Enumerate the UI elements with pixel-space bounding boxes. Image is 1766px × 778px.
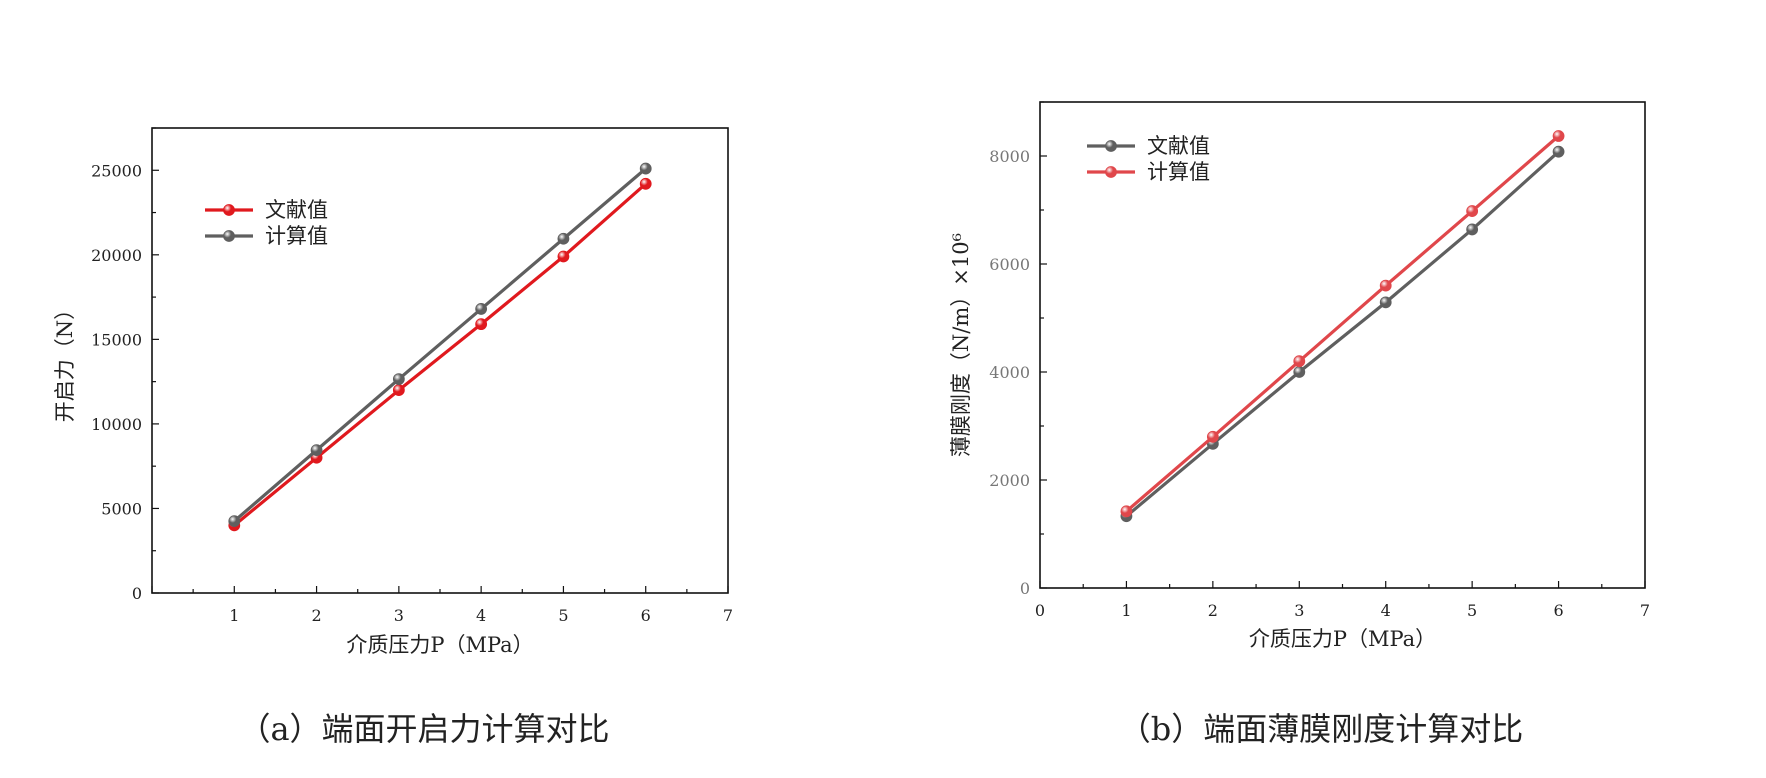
y-tick-label: 10000	[91, 415, 142, 434]
data-point	[1466, 223, 1479, 236]
x-tick-label: 7	[723, 606, 733, 625]
data-point	[1552, 145, 1565, 158]
x-axis-title: 介质压力P（MPa）	[346, 633, 533, 657]
x-tick-label: 5	[1467, 601, 1477, 620]
y-axis-title: 开启力（N）	[53, 299, 77, 422]
x-tick-label: 0	[1035, 601, 1045, 620]
x-tick-label: 4	[1381, 601, 1391, 620]
y-tick-label: 4000	[989, 363, 1030, 382]
data-point	[1379, 296, 1392, 309]
legend-label: 计算值	[265, 224, 328, 248]
series-line-2	[1125, 134, 1560, 513]
y-tick-label: 25000	[91, 161, 142, 180]
x-tick-label: 2	[311, 606, 321, 625]
legend-swatch-marker	[223, 204, 235, 216]
chart-caption: （a）端面开启力计算对比	[238, 710, 609, 748]
data-point	[639, 177, 652, 190]
data-point	[1379, 279, 1392, 292]
x-tick-label: 6	[641, 606, 651, 625]
y-tick-label: 6000	[989, 255, 1030, 274]
data-point	[639, 162, 652, 175]
data-point	[1206, 430, 1219, 443]
chart-b: 0 1 2 3 4 5 6 7 0 2000 4000 6000 8000 介质压力P（MPa） 薄膜刚度（…	[949, 101, 1650, 748]
x-tick-label: 1	[229, 606, 239, 625]
y-tick-label: 2000	[989, 471, 1030, 490]
data-point	[1466, 205, 1479, 217]
data-point	[557, 250, 570, 263]
x-tick-label: 3	[394, 606, 404, 625]
x-tick-label: 7	[1640, 601, 1650, 620]
legend-swatch-marker	[1105, 140, 1117, 152]
y-tick-label: 15000	[91, 330, 142, 349]
x-tick-label: 5	[558, 606, 568, 625]
chart-a: 1 2 3 4 5 6 7 0 5000 10000 15000 20000 25000 介质压力P（MP…	[53, 127, 733, 748]
x-tick-label: 3	[1294, 601, 1304, 620]
y-tick-label: 5000	[101, 499, 142, 518]
data-point	[228, 515, 241, 528]
y-tick-label: 0	[132, 584, 142, 603]
data-point	[1293, 366, 1306, 378]
data-point	[310, 444, 323, 457]
data-point	[475, 303, 488, 315]
data-point	[475, 318, 488, 331]
legend-label: 文献值	[265, 198, 328, 222]
y-tick-label: 20000	[91, 246, 142, 265]
y-tick-label: 0	[1020, 579, 1030, 598]
x-tick-label: 1	[1121, 601, 1131, 620]
legend-swatch-marker	[1105, 166, 1117, 178]
data-point	[392, 373, 405, 386]
series-line-2	[233, 167, 647, 523]
x-axis-title: 介质压力P（MPa）	[1249, 627, 1436, 651]
data-point	[1293, 355, 1306, 368]
series-line-1	[233, 182, 647, 527]
x-tick-label: 2	[1208, 601, 1218, 620]
legend-label: 文献值	[1147, 134, 1210, 158]
y-tick-label: 8000	[989, 147, 1030, 166]
data-point	[1120, 505, 1133, 518]
series-line-1	[1125, 150, 1560, 518]
data-point	[392, 384, 405, 396]
chart-caption: （b）端面薄膜刚度计算对比	[1119, 710, 1524, 748]
legend-swatch-marker	[223, 230, 235, 242]
data-point	[1552, 130, 1565, 142]
x-tick-label: 4	[476, 606, 486, 625]
data-point	[557, 232, 570, 245]
x-tick-label: 6	[1553, 601, 1563, 620]
legend-label: 计算值	[1147, 160, 1210, 184]
y-axis-title: 薄膜刚度（N/m）×10⁶	[949, 233, 973, 457]
